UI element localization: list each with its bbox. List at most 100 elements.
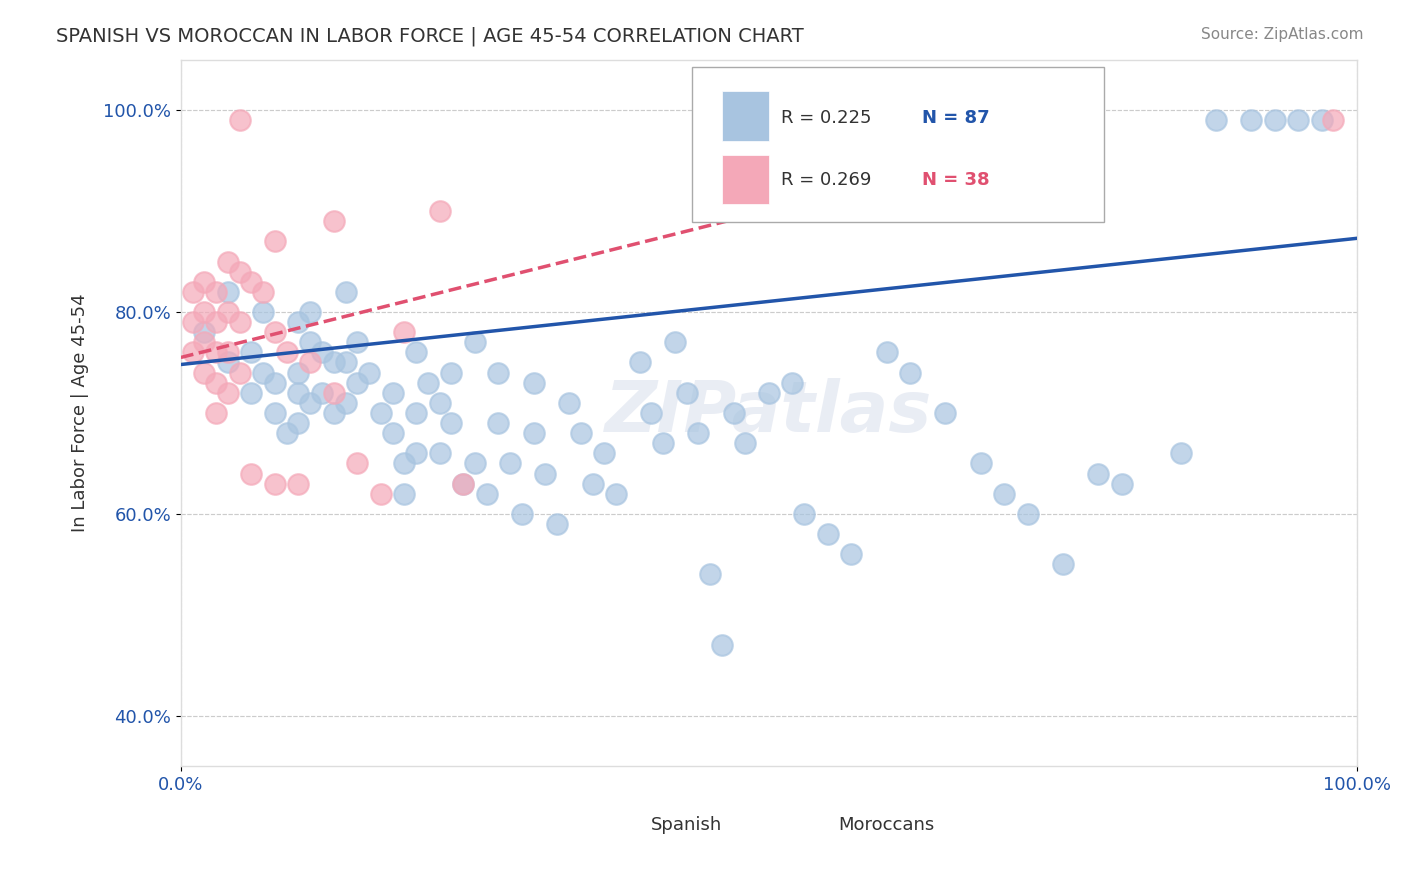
- Point: [193, 366, 215, 380]
- Point: [1052, 558, 1074, 572]
- Point: [346, 335, 368, 350]
- Text: ZIPatlas: ZIPatlas: [605, 378, 932, 448]
- Point: [228, 265, 250, 279]
- Point: [429, 396, 451, 410]
- Point: [299, 335, 322, 350]
- Text: Source: ZipAtlas.com: Source: ZipAtlas.com: [1201, 27, 1364, 42]
- Point: [299, 305, 322, 319]
- Point: [311, 345, 333, 359]
- Point: [394, 487, 416, 501]
- Point: [299, 396, 322, 410]
- Point: [205, 376, 228, 390]
- Point: [405, 345, 427, 359]
- Point: [664, 335, 686, 350]
- Point: [205, 406, 228, 420]
- Point: [287, 366, 309, 380]
- Point: [357, 366, 380, 380]
- Point: [534, 467, 557, 481]
- Point: [335, 285, 357, 299]
- Point: [1170, 446, 1192, 460]
- Point: [276, 426, 298, 441]
- Point: [228, 366, 250, 380]
- Point: [734, 436, 756, 450]
- Text: N = 38: N = 38: [922, 170, 990, 189]
- Point: [710, 638, 733, 652]
- Point: [451, 476, 474, 491]
- Point: [240, 467, 263, 481]
- Point: [688, 426, 710, 441]
- Point: [322, 355, 344, 369]
- Point: [782, 376, 804, 390]
- Point: [486, 366, 509, 380]
- Point: [228, 315, 250, 329]
- Point: [205, 285, 228, 299]
- Point: [605, 487, 627, 501]
- Point: [370, 406, 392, 420]
- Point: [228, 113, 250, 128]
- Point: [381, 385, 404, 400]
- Point: [193, 335, 215, 350]
- Point: [287, 416, 309, 430]
- Point: [193, 325, 215, 339]
- Point: [346, 376, 368, 390]
- Point: [440, 366, 463, 380]
- Point: [205, 345, 228, 359]
- Point: [969, 457, 991, 471]
- Point: [1310, 113, 1333, 128]
- Bar: [721, 91, 769, 141]
- Point: [699, 567, 721, 582]
- Point: [335, 355, 357, 369]
- Point: [264, 325, 287, 339]
- Point: [205, 315, 228, 329]
- Point: [558, 396, 581, 410]
- Text: SPANISH VS MOROCCAN IN LABOR FORCE | AGE 45-54 CORRELATION CHART: SPANISH VS MOROCCAN IN LABOR FORCE | AGE…: [56, 27, 804, 46]
- Text: R = 0.225: R = 0.225: [780, 109, 872, 127]
- Point: [252, 285, 274, 299]
- Point: [440, 416, 463, 430]
- Point: [569, 426, 592, 441]
- Text: R = 0.269: R = 0.269: [780, 170, 872, 189]
- Point: [652, 436, 675, 450]
- Point: [839, 547, 862, 561]
- Point: [486, 416, 509, 430]
- Point: [181, 315, 204, 329]
- Point: [252, 305, 274, 319]
- Point: [217, 345, 239, 359]
- Point: [394, 325, 416, 339]
- Point: [1286, 113, 1309, 128]
- FancyBboxPatch shape: [693, 67, 1104, 222]
- Point: [429, 204, 451, 219]
- Point: [264, 376, 287, 390]
- Point: [1205, 113, 1227, 128]
- Point: [993, 487, 1015, 501]
- Point: [793, 507, 815, 521]
- Y-axis label: In Labor Force | Age 45-54: In Labor Force | Age 45-54: [72, 293, 89, 533]
- Text: N = 87: N = 87: [922, 109, 990, 127]
- Point: [593, 446, 616, 460]
- Point: [817, 113, 839, 128]
- Point: [1017, 507, 1039, 521]
- Point: [287, 476, 309, 491]
- Point: [1087, 467, 1109, 481]
- Point: [581, 476, 603, 491]
- Point: [287, 315, 309, 329]
- Text: Moroccans: Moroccans: [838, 816, 935, 834]
- Point: [546, 516, 568, 531]
- Point: [346, 457, 368, 471]
- Point: [217, 254, 239, 268]
- Point: [451, 476, 474, 491]
- Point: [934, 406, 956, 420]
- Point: [523, 426, 546, 441]
- Point: [276, 345, 298, 359]
- Point: [181, 285, 204, 299]
- Point: [876, 345, 898, 359]
- Text: Spanish: Spanish: [651, 816, 723, 834]
- Point: [217, 385, 239, 400]
- Point: [464, 335, 486, 350]
- Point: [758, 385, 780, 400]
- Bar: [815, 798, 863, 826]
- Point: [628, 355, 651, 369]
- Bar: [721, 155, 769, 204]
- Point: [475, 487, 498, 501]
- Point: [264, 406, 287, 420]
